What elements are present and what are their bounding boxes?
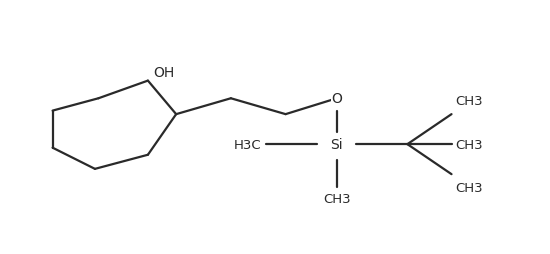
Text: CH3: CH3 <box>455 182 483 195</box>
Text: Si: Si <box>331 138 343 152</box>
Text: H3C: H3C <box>233 138 261 151</box>
Text: OH: OH <box>153 66 174 80</box>
Text: CH3: CH3 <box>455 138 483 151</box>
Text: CH3: CH3 <box>455 95 483 108</box>
Text: CH3: CH3 <box>323 192 350 205</box>
Text: O: O <box>331 92 342 106</box>
